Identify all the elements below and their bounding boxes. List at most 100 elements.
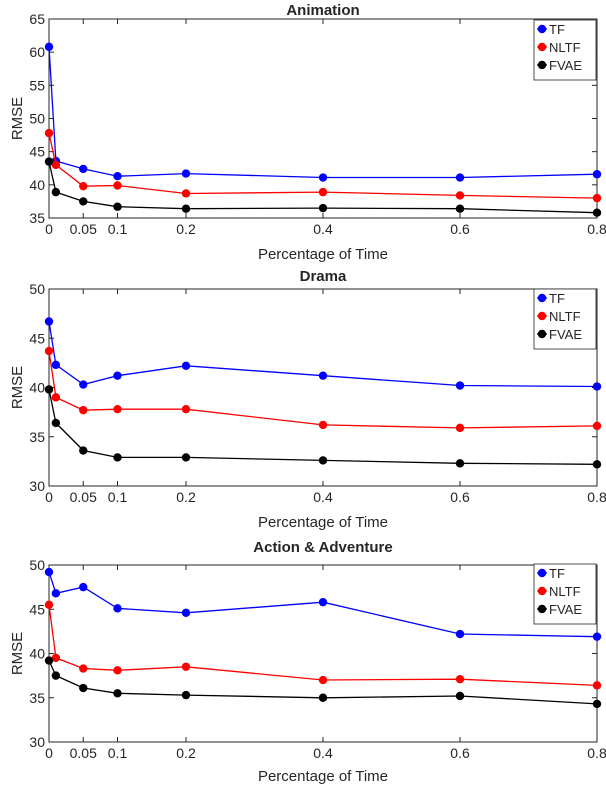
y-tick-label: 50: [29, 111, 45, 127]
legend: TF NLTF FVAE: [533, 19, 597, 81]
data-point: [455, 629, 465, 639]
y-axis-label: RMSE: [9, 366, 26, 409]
x-tick-label: 0.4: [313, 745, 333, 761]
data-point: [318, 675, 328, 685]
chart-panel: Action & Adventure 30 35 40 45 50 0 0.05 0.1 0.2 0…: [9, 539, 606, 785]
data-point: [44, 157, 54, 166]
data-point: [592, 170, 602, 179]
y-axis-label: RMSE: [9, 97, 26, 140]
data-point: [44, 567, 54, 577]
series-tf: [44, 317, 602, 391]
y-tick-label: 45: [29, 601, 45, 617]
data-point: [51, 418, 61, 428]
x-tick-label: 0.05: [70, 221, 97, 237]
data-point: [113, 666, 122, 675]
data-point: [318, 371, 328, 380]
data-point: [181, 662, 191, 671]
legend: TF NLTF FVAE: [533, 563, 597, 625]
series-line: [48, 132, 598, 199]
chart-title: Drama: [300, 268, 347, 285]
x-tick-label: 0.2: [176, 221, 196, 237]
data-point: [113, 172, 122, 181]
data-point: [318, 693, 328, 702]
x-tick-label: 0: [45, 221, 53, 237]
data-point: [79, 405, 88, 415]
legend-label: TF: [549, 566, 565, 581]
data-point: [455, 674, 465, 684]
data-point: [44, 128, 54, 138]
legend-label: FVAE: [549, 602, 582, 617]
data-point: [592, 382, 602, 391]
x-tick-label: 0.4: [313, 489, 333, 505]
data-point: [455, 191, 465, 200]
data-point: [79, 582, 88, 592]
series-line: [48, 571, 598, 638]
data-point: [79, 683, 88, 693]
legend-label: FVAE: [549, 327, 582, 342]
data-point: [181, 361, 191, 371]
x-tick-label: 0.2: [176, 745, 196, 761]
chart-title: Animation: [286, 2, 359, 19]
x-tick-label: 0.1: [108, 745, 128, 761]
data-point: [113, 604, 122, 613]
data-point: [51, 393, 61, 402]
legend-marker: [537, 604, 547, 614]
y-tick-label: 30: [29, 734, 45, 750]
y-tick-label: 40: [29, 380, 45, 396]
legend-marker: [537, 24, 547, 34]
series-line: [48, 321, 598, 388]
data-point: [455, 691, 465, 701]
data-point: [51, 160, 61, 170]
x-tick-label: 0.6: [450, 489, 470, 505]
x-axis-label: Percentage of Time: [258, 514, 388, 531]
legend-marker: [537, 42, 547, 52]
data-point: [592, 699, 602, 709]
data-point: [455, 381, 465, 390]
data-point: [318, 187, 328, 197]
legend-label: NLTF: [549, 40, 581, 55]
y-axis-label: RMSE: [9, 632, 26, 675]
legend-label: TF: [549, 22, 565, 37]
series-nltf: [44, 346, 602, 433]
series-nltf: [44, 128, 602, 203]
data-point: [592, 193, 602, 203]
x-tick-label: 0.8: [587, 221, 606, 237]
data-point: [79, 380, 88, 389]
data-point: [455, 173, 465, 182]
data-point: [318, 173, 328, 182]
series-line: [48, 604, 598, 687]
series-tf: [44, 42, 602, 182]
x-tick-label: 0.05: [70, 745, 97, 761]
data-point: [79, 446, 88, 455]
y-tick-label: 60: [29, 44, 45, 60]
x-tick-label: 0.6: [450, 745, 470, 761]
data-point: [592, 460, 602, 469]
data-point: [113, 181, 122, 190]
data-point: [79, 164, 88, 174]
chart-title: Action & Adventure: [253, 539, 392, 556]
data-point: [79, 181, 88, 191]
legend-marker: [537, 329, 547, 339]
legend: TF NLTF FVAE: [533, 288, 597, 350]
data-point: [592, 421, 602, 431]
data-point: [592, 208, 602, 217]
y-tick-label: 45: [29, 144, 45, 160]
data-point: [318, 456, 328, 465]
y-tick-label: 40: [29, 177, 45, 193]
y-tick-label: 50: [29, 557, 45, 573]
legend-label: FVAE: [549, 58, 582, 73]
y-tick-label: 35: [29, 429, 45, 445]
series-line: [48, 161, 598, 214]
data-point: [44, 385, 54, 394]
x-tick-label: 0.05: [70, 489, 97, 505]
y-tick-label: 40: [29, 646, 45, 662]
y-tick-label: 35: [29, 690, 45, 706]
data-point: [51, 671, 61, 680]
data-point: [592, 681, 602, 690]
x-axis-label: Percentage of Time: [258, 246, 388, 263]
data-point: [318, 203, 328, 213]
data-point: [318, 420, 328, 430]
series-line: [48, 46, 598, 179]
data-point: [44, 42, 54, 52]
